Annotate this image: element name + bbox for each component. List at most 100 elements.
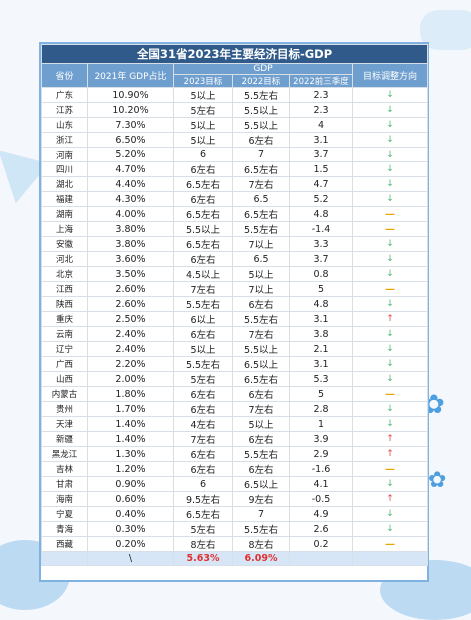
q3-2022-cell: 2.3 [289,102,353,118]
up-arrow-icon: ↑ [351,431,429,448]
down-arrow-icon: ↓ [351,236,429,253]
target-2022-cell: 5以上 [232,266,290,283]
gdp-share-cell: 1.70% [87,401,174,418]
target-2023-cell: 4.5以上 [173,266,233,283]
q3-2022-cell: 2.1 [289,341,353,358]
gdp-share-cell: 7.30% [87,117,174,133]
target-2023-cell: 5以上 [173,87,233,103]
gdp-share-cell: 1.30% [87,446,174,463]
target-2023-cell: 6左右 [173,251,233,268]
q3-2022-cell: 3.7 [289,251,353,268]
q3-2022-cell: 3.3 [289,236,353,253]
target-2022-cell: 5以上 [232,416,290,433]
gdp-share-cell: 1.40% [87,431,174,448]
target-2023-cell: 5左右 [173,102,233,118]
down-arrow-icon: ↓ [351,161,429,178]
province-cell: 天津 [41,416,88,433]
q3-2022-cell: 5.3 [289,371,353,388]
target-2022-cell: 6.5左右 [232,371,290,388]
target-2023-cell: 6.5左右 [173,176,233,193]
gdp-share-cell: 1.40% [87,416,174,433]
table-row: 山东 7.30% 5以上 5.5以上 4 ↓ [41,117,429,133]
down-arrow-icon: ↓ [351,356,429,373]
table-row: 广东 10.90% 5以上 5.5左右 2.3 ↓ [41,87,429,103]
gdp-share-cell: 2.20% [87,356,174,373]
target-2022-cell: 5.5左右 [232,521,290,538]
target-2022-cell: 5.5以上 [232,341,290,358]
down-arrow-icon: ↓ [351,341,429,358]
q3-2022-cell: 5.2 [289,191,353,208]
flat-dash-icon: — [351,386,429,403]
target-2023-cell: 5以上 [173,132,233,148]
down-arrow-icon: ↓ [351,87,429,103]
q3-2022-cell: 3.1 [289,311,353,328]
province-cell: 陕西 [41,296,88,313]
table-row: 山西 2.00% 5左右 6.5左右 5.3 ↓ [41,371,429,388]
summary-empty-cell [41,551,88,567]
gdp-share-cell: 0.20% [87,536,174,553]
target-2022-cell: 7以上 [232,281,290,298]
header-gdp-group: GDP [173,63,353,75]
target-2022-cell: 6左右 [232,431,290,448]
q3-2022-cell: 3.1 [289,132,353,148]
header-target-2023: 2023目标 [173,74,233,88]
table-row: 重庆 2.50% 6以上 5.5左右 3.1 ↑ [41,311,429,328]
gdp-share-cell: 0.30% [87,521,174,538]
target-2023-cell: 9.5左右 [173,491,233,508]
province-cell: 西藏 [41,536,88,553]
table-row: 湖北 4.40% 6.5左右 7左右 4.7 ↓ [41,176,429,193]
summary-empty-cell [351,551,429,567]
target-2022-cell: 6.5左右 [232,161,290,178]
q3-2022-cell: 4.1 [289,476,353,493]
q3-2022-cell: 2.3 [289,87,353,103]
flat-dash-icon: — [351,536,429,553]
q3-2022-cell: 5 [289,281,353,298]
down-arrow-icon: ↓ [351,117,429,133]
header-q3-2022: 2022前三季度 [289,74,353,88]
province-cell: 云南 [41,326,88,343]
gdp-share-cell: 4.00% [87,206,174,223]
header-province: 省份 [41,63,88,88]
gdp-share-cell: 3.80% [87,236,174,253]
gdp-share-cell: 1.80% [87,386,174,403]
down-arrow-icon: ↓ [351,132,429,148]
target-2023-cell: 6左右 [173,326,233,343]
province-cell: 宁夏 [41,506,88,523]
province-cell: 北京 [41,266,88,283]
q3-2022-cell: 4.8 [289,296,353,313]
table-row: 上海 3.80% 5.5以上 5.5左右 -1.4— [41,221,429,238]
gdp-share-cell: 10.90% [87,87,174,103]
province-cell: 江西 [41,281,88,298]
q3-2022-cell: 1 [289,416,353,433]
down-arrow-icon: ↓ [351,521,429,538]
target-2023-cell: 6左右 [173,461,233,478]
target-2023-cell: 5.5以上 [173,221,233,238]
table-row: 福建 4.30% 6左右 6.5 5.2 ↓ [41,191,429,208]
target-2022-cell: 6.5 [232,251,290,268]
q3-2022-cell: 4.9 [289,506,353,523]
target-2023-cell: 5左右 [173,371,233,388]
q3-2022-cell: 3.9 [289,431,353,448]
down-arrow-icon: ↓ [351,506,429,523]
table-row: 海南 0.60% 9.5左右 9左右 -0.5 ↑ [41,491,429,508]
table-row: 宁夏 0.40% 6.5左右 7 4.9 ↓ [41,506,429,523]
target-2023-cell: 6左右 [173,446,233,463]
target-2022-cell: 7 [232,146,290,163]
target-2023-cell: 5左右 [173,521,233,538]
province-cell: 甘肃 [41,476,88,493]
province-cell: 吉林 [41,461,88,478]
target-2022-cell: 6.5以上 [232,476,290,493]
province-cell: 内蒙古 [41,386,88,403]
q3-2022-cell: 1.5 [289,161,353,178]
gdp-share-cell: 5.20% [87,146,174,163]
up-arrow-icon: ↑ [351,491,429,508]
gdp-share-cell: 1.20% [87,461,174,478]
flat-dash-icon: — [351,461,429,478]
gdp-share-cell: 2.60% [87,296,174,313]
table-row: 河南 5.20% 6 7 3.7 ↓ [41,146,429,163]
down-arrow-icon: ↓ [351,191,429,208]
target-2022-cell: 7左右 [232,326,290,343]
target-2023-cell: 6左右 [173,401,233,418]
q3-2022-cell: 2.6 [289,521,353,538]
province-cell: 青海 [41,521,88,538]
